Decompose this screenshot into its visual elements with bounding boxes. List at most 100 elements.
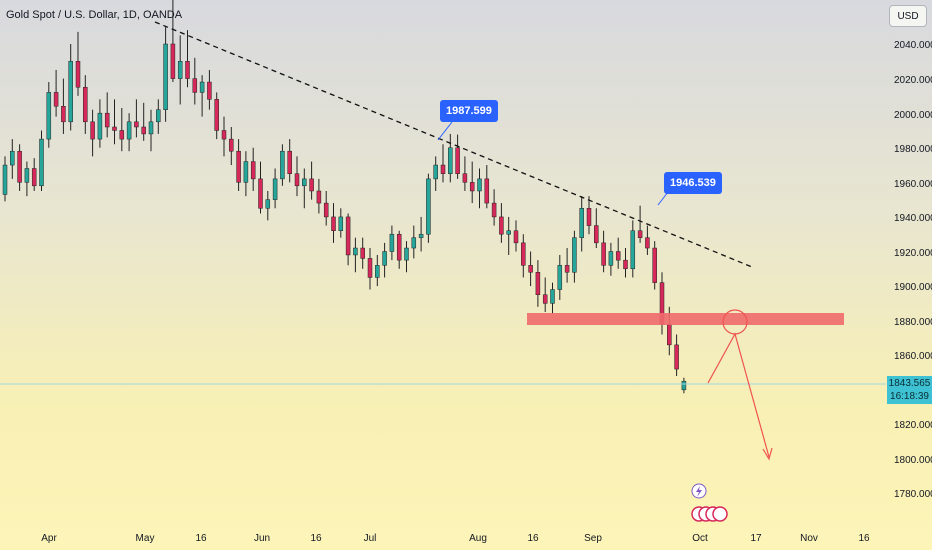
time-scale[interactable]: Apr May 16 Jun 16 Jul Aug 16 Sep Oct 17 Nov 16: [41, 533, 870, 544]
symbol-title[interactable]: Gold Spot / U.S. Dollar, 1D, OANDA: [6, 9, 183, 21]
price-tick-label: 1880.000: [894, 317, 932, 328]
time-tick-label: 16: [858, 533, 870, 544]
price-tick-label: 1900.000: [894, 282, 932, 293]
candle: [141, 126, 146, 135]
candle: [652, 247, 657, 283]
candle: [645, 237, 650, 249]
high-callout-2[interactable]: 1946.539: [664, 172, 722, 194]
candle: [594, 225, 599, 244]
price-tick-label: 1980.000: [894, 144, 932, 155]
candle: [462, 173, 468, 183]
time-tick-label: 17: [750, 533, 762, 544]
candle: [338, 216, 344, 232]
candle: [17, 150, 22, 183]
candle: [404, 247, 409, 261]
candle: [360, 247, 365, 259]
candle: [469, 182, 475, 192]
candle: [302, 178, 307, 187]
projection-arrowhead: [762, 447, 773, 461]
candle: [681, 380, 687, 391]
candle: [83, 86, 88, 123]
candle: [185, 61, 190, 79]
candle: [418, 233, 424, 238]
time-tick-label: May: [136, 533, 155, 544]
candle: [119, 130, 125, 140]
candle: [353, 247, 358, 256]
candle: [24, 168, 30, 183]
candle: [491, 202, 497, 218]
time-tick-label: 16: [527, 533, 539, 544]
price-tick-label: 1800.000: [894, 455, 932, 466]
descending-trendline[interactable]: [154, 21, 753, 268]
candle: [294, 173, 300, 187]
candle: [112, 126, 117, 131]
candle: [674, 344, 679, 370]
candle: [601, 242, 606, 266]
candle: [667, 323, 672, 346]
candle: [375, 265, 380, 278]
lightning-glyph: [696, 486, 702, 497]
candle: [564, 265, 570, 273]
candle: [579, 208, 584, 238]
us-flag-icon[interactable]: [712, 506, 728, 522]
candle: [221, 130, 227, 140]
candle: [75, 61, 81, 88]
candle: [31, 168, 37, 187]
price-tick-label: 1820.000: [894, 420, 932, 431]
candle: [199, 81, 205, 93]
candle: [623, 259, 628, 270]
price-scale[interactable]: 2040.000 2020.000 2000.000 1980.000 1960.000…: [894, 40, 932, 500]
callout-pointer-2: [657, 191, 669, 206]
candle: [455, 147, 460, 174]
projection-arrow[interactable]: [707, 332, 770, 458]
candle: [2, 164, 8, 195]
last-price-tag: 1843.565 16:18:39: [887, 376, 932, 404]
candle: [148, 121, 154, 135]
time-tick-label: Jun: [254, 533, 270, 544]
candle: [265, 199, 271, 209]
candle: [513, 230, 519, 244]
candle: [104, 112, 110, 128]
time-tick-label: Apr: [41, 533, 57, 544]
price-tick-label: 1780.000: [894, 489, 932, 500]
candle: [389, 233, 395, 252]
price-tick-label: 2000.000: [894, 110, 932, 121]
price-tick-label: 1860.000: [894, 351, 932, 362]
candle: [309, 178, 314, 192]
price-tick-label: 1920.000: [894, 248, 932, 259]
price-tick-label: 1940.000: [894, 213, 932, 224]
candle: [177, 61, 183, 79]
price-tick-label: 2020.000: [894, 75, 932, 86]
candle: [156, 109, 161, 123]
candle: [426, 178, 431, 235]
time-tick-label: Aug: [469, 533, 487, 544]
candle: [126, 121, 132, 140]
candle: [542, 294, 548, 304]
candle: [134, 121, 139, 128]
time-tick-label: Nov: [800, 533, 818, 544]
candle: [528, 265, 533, 273]
support-zone[interactable]: [527, 313, 844, 325]
candle: [214, 99, 219, 131]
time-tick-label: Jul: [364, 533, 377, 544]
candle: [557, 265, 563, 290]
candle: [316, 190, 322, 204]
candle: [97, 112, 103, 140]
event-icons[interactable]: [691, 483, 728, 522]
candle: [477, 178, 482, 192]
candle: [90, 121, 95, 140]
high-callout-1[interactable]: 1987.599: [440, 100, 498, 122]
candle: [550, 289, 555, 304]
candle: [46, 92, 52, 140]
candle: [448, 147, 453, 174]
candle: [608, 251, 614, 266]
currency-button[interactable]: USD: [889, 5, 927, 27]
candle: [287, 150, 292, 174]
candle: [163, 43, 168, 110]
candle: [484, 178, 490, 204]
candle: [323, 202, 329, 218]
candle: [53, 92, 59, 107]
candle: [615, 251, 621, 261]
candle: [630, 230, 636, 270]
